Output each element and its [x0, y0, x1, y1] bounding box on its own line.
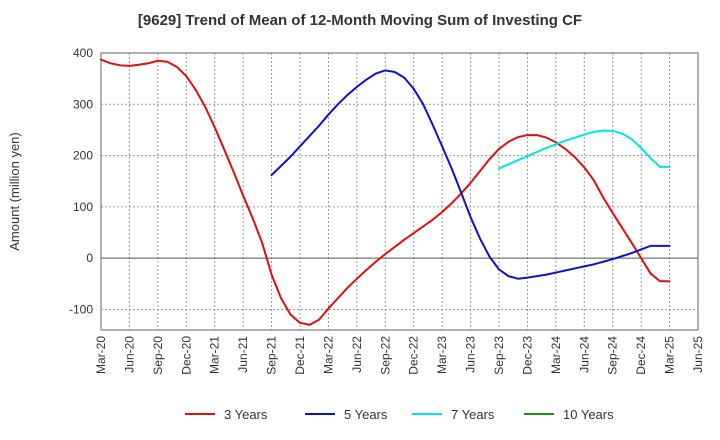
legend: 3 Years 5 Years 7 Years 10 Years	[185, 407, 614, 422]
x-tick-label: Jun-21	[236, 336, 250, 373]
series-line-7-years	[498, 129, 671, 170]
x-tick-label: Sep-20	[151, 336, 165, 375]
plot-frame	[100, 52, 699, 331]
legend-label: 10 Years	[563, 407, 614, 422]
x-tick-label: Sep-21	[265, 336, 279, 375]
y-tick-label: 100	[73, 200, 93, 214]
series-line-5-years	[270, 69, 671, 280]
x-tick-label: Dec-24	[634, 336, 648, 375]
chart-title: [9629] Trend of Mean of 12-Month Moving …	[137, 12, 583, 29]
x-tick-label: Dec-23	[520, 336, 534, 375]
x-tick-label: Jun-25	[691, 336, 705, 373]
x-tick-label: Mar-22	[321, 336, 335, 374]
grid-layer	[100, 52, 699, 330]
y-axis-label: Amount (million yen)	[7, 132, 22, 251]
legend-label: 3 Years	[224, 407, 268, 422]
x-tick-label: Jun-22	[350, 336, 364, 373]
y-tick-label: 200	[73, 149, 93, 163]
x-tick-label: Dec-20	[179, 336, 193, 375]
x-tick-label: Mar-25	[663, 336, 677, 374]
series-layer	[100, 58, 671, 326]
x-tick-label: Dec-22	[407, 336, 421, 375]
series-line-3-years	[100, 58, 671, 326]
x-tick-label: Mar-24	[549, 336, 563, 374]
legend-label: 7 Years	[451, 407, 495, 422]
x-tick-label: Dec-21	[293, 336, 307, 375]
x-tick-label: Mar-23	[435, 336, 449, 374]
x-tick-label: Jun-24	[577, 336, 591, 373]
y-tick-label: 0	[86, 251, 93, 265]
y-tick-label: 300	[73, 97, 93, 111]
x-tick-label: Jun-20	[122, 336, 136, 373]
x-tick-label: Mar-20	[94, 336, 108, 374]
legend-label: 5 Years	[344, 407, 388, 422]
x-axis-ticks: Mar-20 Jun-20 Sep-20 Dec-20 Mar-21 Jun-21 Sep-…	[94, 336, 705, 375]
x-tick-label: Jun-23	[464, 336, 478, 373]
x-tick-label: Mar-21	[208, 336, 222, 374]
y-tick-label: 400	[73, 46, 93, 60]
y-tick-label: -100	[69, 302, 93, 316]
x-tick-label: Sep-22	[378, 336, 392, 375]
y-axis-ticks: -100 0 100 200 300 400	[69, 46, 93, 316]
x-tick-label: Sep-23	[492, 336, 506, 375]
x-tick-label: Sep-24	[606, 336, 620, 375]
